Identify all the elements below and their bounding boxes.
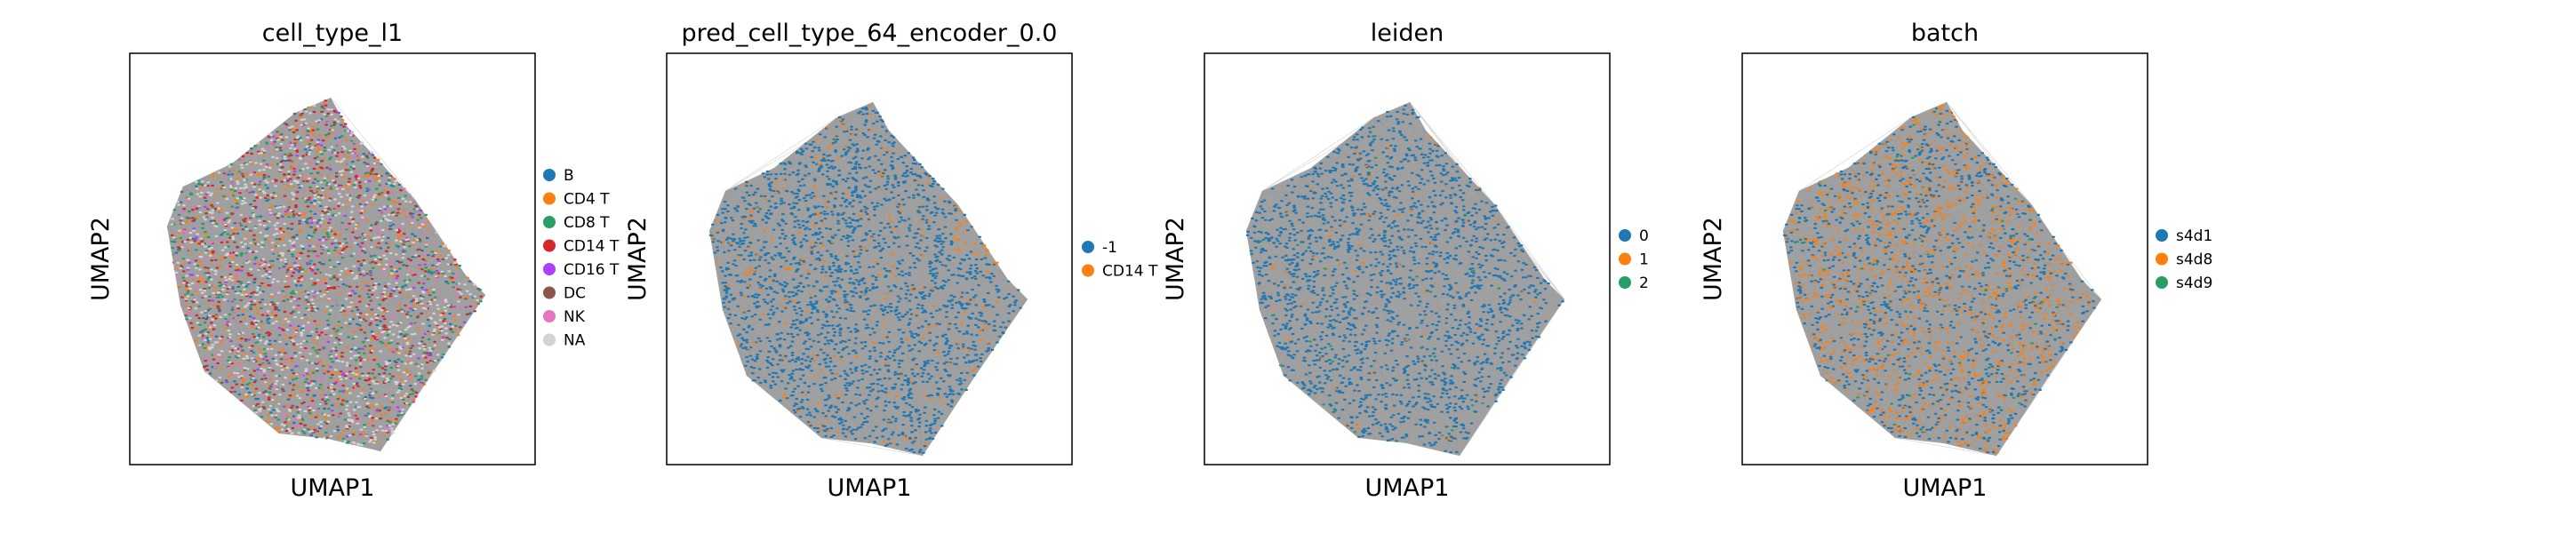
legend-marker [2156,276,2168,289]
legend-label: NK [564,308,586,326]
scatter-series [1269,136,1536,441]
scatter-series [1245,104,1564,454]
legend-marker [2156,252,2168,266]
legend-marker [1619,229,1631,242]
legend: B CD4 T CD8 T CD14 T CD16 T DC NK NA [543,167,620,350]
legend-marker [543,192,556,205]
legend-label: B [564,167,574,185]
legend-marker [543,263,556,275]
scatter-series [170,104,480,446]
scatter-series [708,107,1022,454]
legend-label: CD14 T [564,238,620,256]
legend-marker [543,239,556,252]
x-axis-label: UMAP1 [1903,474,1988,502]
umap-panel: pred_cell_type_64_encoder_0.0 UMAP1 UMAP2 -… [624,20,1158,502]
scatter-points [166,97,486,452]
legend-label: s4d1 [2176,227,2212,245]
x-axis-label: UMAP1 [1365,474,1450,502]
scatter-series [173,107,478,445]
legend-label: CD8 T [564,214,610,232]
legend-marker [1619,252,1631,266]
legend-marker [1619,276,1631,289]
legend-marker [543,310,556,322]
y-axis-label: UMAP2 [87,217,115,301]
scatter-series [1785,104,2092,454]
panel-title: leiden [1371,20,1444,47]
panel-title: pred_cell_type_64_encoder_0.0 [682,20,1058,47]
legend-label: -1 [1102,239,1117,257]
legend: -1 CD14 T [1082,239,1158,281]
legend-marker [1082,264,1094,277]
y-axis-label: UMAP2 [624,217,652,301]
legend-label: s4d9 [2176,274,2212,292]
legend-marker [1082,241,1094,253]
scatter-points [1245,101,1565,457]
embedding-cloud [1783,102,2101,456]
scatter-points [1782,101,2102,457]
y-axis-label: UMAP2 [1700,217,1727,301]
scatter-points [708,101,1028,457]
umap-panel: leiden UMAP1 UMAP2 0 1 2 [1162,20,1649,502]
embedding-cloud [1246,102,1564,456]
scatter-series [1796,123,2060,441]
legend-marker [543,286,556,299]
y-axis-label: UMAP2 [1162,217,1189,301]
legend-label: 2 [1639,274,1649,292]
scatter-series [170,99,484,440]
legend-label: CD14 T [1102,263,1158,281]
legend-label: s4d8 [2176,251,2212,269]
legend: s4d1 s4d8 s4d9 [2156,227,2212,292]
legend-marker [2156,229,2168,242]
legend-label: CD4 T [564,191,610,209]
legend-marker [543,216,556,228]
legend-label: 0 [1639,227,1649,245]
umap-panel: cell_type_l1 UMAP1 UMAP2 B CD4 T CD8 T CD14 T C… [87,20,620,502]
x-axis-label: UMAP1 [828,474,912,502]
scatter-series [179,105,481,439]
scatter-series [711,104,999,445]
legend-label: 1 [1639,251,1649,269]
legend-label: CD16 T [564,261,620,279]
x-axis-label: UMAP1 [291,474,375,502]
legend-label: DC [564,285,586,303]
legend-marker [543,169,556,181]
scatter-series [170,106,483,445]
embedding-cloud [709,102,1028,456]
umap-panel: batch UMAP1 UMAP2 s4d1 s4d8 s4d9 [1700,20,2212,502]
legend-label: NA [564,332,586,350]
legend-marker [543,333,556,346]
panel-title: cell_type_l1 [262,20,403,47]
panel-title: batch [1911,20,1979,47]
scatter-series [1259,135,1501,434]
legend: 0 1 2 [1619,227,1649,292]
